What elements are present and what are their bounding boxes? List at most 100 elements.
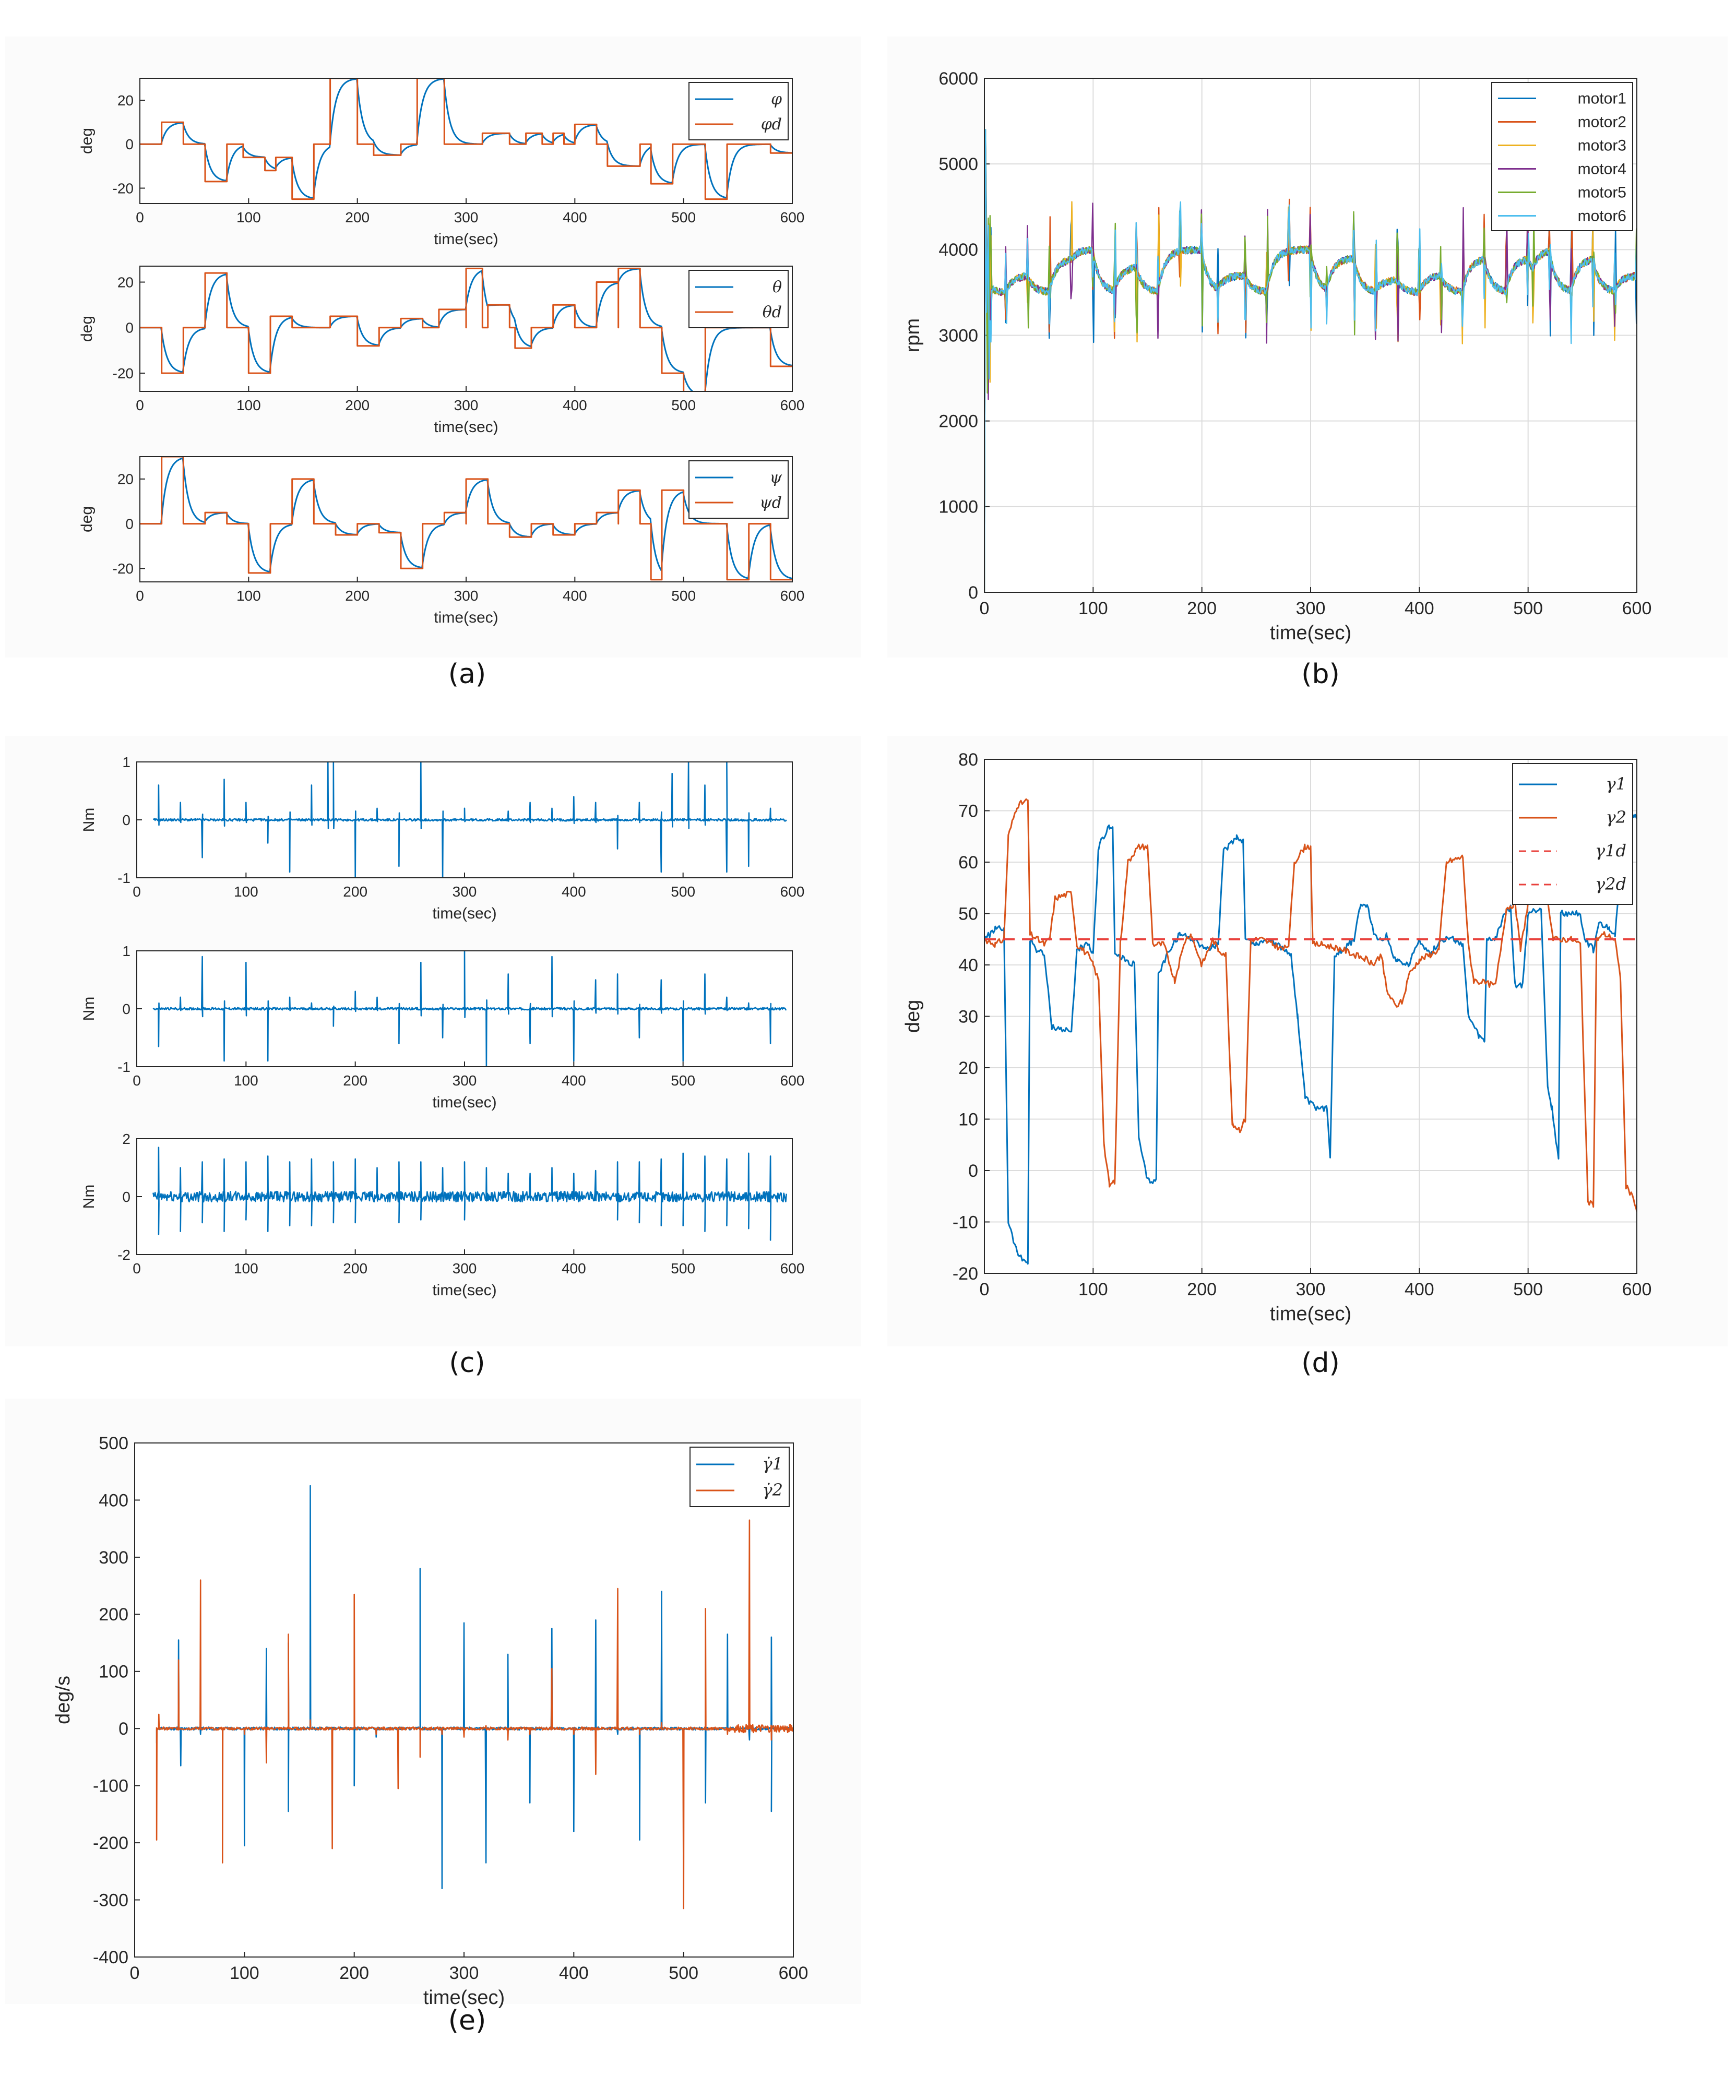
legend-entry-3: motor4 <box>1578 161 1626 178</box>
axes-frame <box>139 78 793 204</box>
legend-entry-5: motor6 <box>1578 208 1626 225</box>
x-tick-label-3: 300 <box>1296 1280 1326 1299</box>
axes-frame <box>134 1442 794 1958</box>
y-tick-label-1: 0 <box>122 1001 130 1017</box>
series-layer <box>153 762 787 878</box>
y-tick-label-2: 1 <box>122 754 130 770</box>
x-tick-label-1: 100 <box>236 588 261 604</box>
y-tick-label-3: -100 <box>93 1776 128 1796</box>
legend-entry-1: ψd <box>759 494 782 512</box>
legend-entry-4: motor5 <box>1578 184 1626 201</box>
x-tick-label-3: 300 <box>454 588 479 604</box>
y-tick-label-0: -20 <box>113 180 134 196</box>
x-tick-label-1: 100 <box>234 1260 258 1276</box>
x-tick-label-0: 0 <box>980 599 990 618</box>
x-tick-label-1: 100 <box>234 884 258 900</box>
legend-entry-0: ψ <box>769 469 782 487</box>
y-tick-label-2: -200 <box>93 1833 128 1853</box>
caption-d: (d) <box>1301 1347 1340 1379</box>
y-tick-label-4: 0 <box>118 1719 128 1739</box>
legend-box <box>688 270 789 328</box>
legend-entry-1: γ2 <box>1606 807 1626 827</box>
legend-entry-0: γ̇1 <box>763 1454 783 1474</box>
plot-area <box>140 78 792 204</box>
y-tick-label-0: -20 <box>113 560 134 577</box>
y-tick-label-1: 0 <box>125 320 134 336</box>
x-axis-label: time(sec) <box>434 231 498 248</box>
x-tick-label-6: 600 <box>1622 1280 1652 1299</box>
x-axis-label: time(sec) <box>432 1094 496 1111</box>
legend: ψ ψd <box>688 460 789 519</box>
y-axis-label: Nm <box>80 997 98 1021</box>
chart-d: 0 100 200 300 400 500 600 -20 -10 0 10 20 30 40 50 60 70… <box>902 750 1651 1325</box>
series-γ1 <box>984 814 1637 1265</box>
y-tick-label-2: 20 <box>117 274 134 290</box>
x-tick-label-1: 100 <box>1078 599 1108 618</box>
x-tick-label-5: 500 <box>671 397 696 413</box>
series-layer <box>140 457 792 581</box>
x-tick-label-3: 300 <box>454 397 479 413</box>
x-tick-label-1: 100 <box>230 1963 259 1983</box>
series-layer <box>156 1485 793 1910</box>
y-axis-label: Nm <box>80 1185 98 1209</box>
y-tick-label-1: 0 <box>125 516 134 532</box>
y-tick-label-5: 5000 <box>938 154 978 174</box>
x-tick-label-4: 400 <box>563 588 587 604</box>
chart-e: 0 100 200 300 400 500 600 -400 -300 -200 -100 0 100 2… <box>52 1434 808 2009</box>
x-tick-label-2: 200 <box>345 209 370 225</box>
legend: γ1 γ2 γ1d γ2d <box>1512 763 1633 905</box>
caption-a: (a) <box>448 659 486 690</box>
y-axis-label: deg <box>78 128 96 154</box>
y-tick-label-7: 300 <box>99 1548 128 1568</box>
x-axis-label: time(sec) <box>434 419 498 436</box>
x-tick-label-5: 500 <box>671 884 695 900</box>
legend-entry-1: φd <box>761 115 782 134</box>
x-tick-label-4: 400 <box>1405 599 1434 618</box>
x-tick-label-5: 500 <box>671 1072 695 1089</box>
series-torque <box>152 951 787 1067</box>
legend: γ̇1γ̇2 <box>689 1447 790 1507</box>
series-layer <box>152 951 787 1067</box>
chart-b: 0 100 200 300 400 500 600010002000300040005000… <box>902 69 1651 644</box>
y-tick-label-0: -1 <box>117 1059 130 1075</box>
y-tick-label-9: 500 <box>99 1434 128 1453</box>
y-tick-label-6: 40 <box>958 956 978 975</box>
x-axis-label: time(sec) <box>432 905 496 922</box>
y-tick-label-0: -20 <box>953 1264 978 1284</box>
y-tick-label-6: 200 <box>99 1605 128 1625</box>
y-axis-label: rpm <box>902 318 924 352</box>
y-tick-label-3: 10 <box>958 1109 978 1129</box>
y-tick-label-8: 400 <box>99 1490 128 1510</box>
x-tick-label-6: 600 <box>780 209 805 225</box>
legend-entry-0: θ <box>772 278 782 296</box>
y-tick-label-1: 0 <box>125 136 134 152</box>
y-tick-label-0: -400 <box>93 1948 128 1967</box>
x-tick-label-5: 500 <box>671 1260 695 1276</box>
x-tick-label-2: 200 <box>343 884 367 900</box>
y-tick-label-4: 20 <box>958 1058 978 1078</box>
x-tick-label-2: 200 <box>343 1260 367 1276</box>
x-tick-label-2: 200 <box>339 1963 369 1983</box>
y-axis-label: deg <box>78 506 96 532</box>
y-tick-label-0: -2 <box>117 1247 130 1263</box>
y-axis-label: Nm <box>80 808 98 832</box>
x-tick-label-2: 200 <box>345 588 370 604</box>
y-tick-label-8: 60 <box>958 853 978 873</box>
y-tick-label-1: -300 <box>93 1890 128 1910</box>
axes-frame <box>139 266 793 392</box>
x-tick-label-5: 500 <box>671 209 696 225</box>
x-tick-label-5: 500 <box>1513 599 1543 618</box>
series-layer <box>140 78 792 200</box>
y-tick-label-5: 30 <box>958 1007 978 1027</box>
x-tick-label-3: 300 <box>449 1963 479 1983</box>
series-γ̇2 <box>156 1519 793 1910</box>
x-axis-label: time(sec) <box>432 1282 496 1299</box>
x-tick-label-5: 500 <box>669 1963 698 1983</box>
x-tick-label-1: 100 <box>236 209 261 225</box>
x-tick-label-0: 0 <box>980 1280 990 1299</box>
